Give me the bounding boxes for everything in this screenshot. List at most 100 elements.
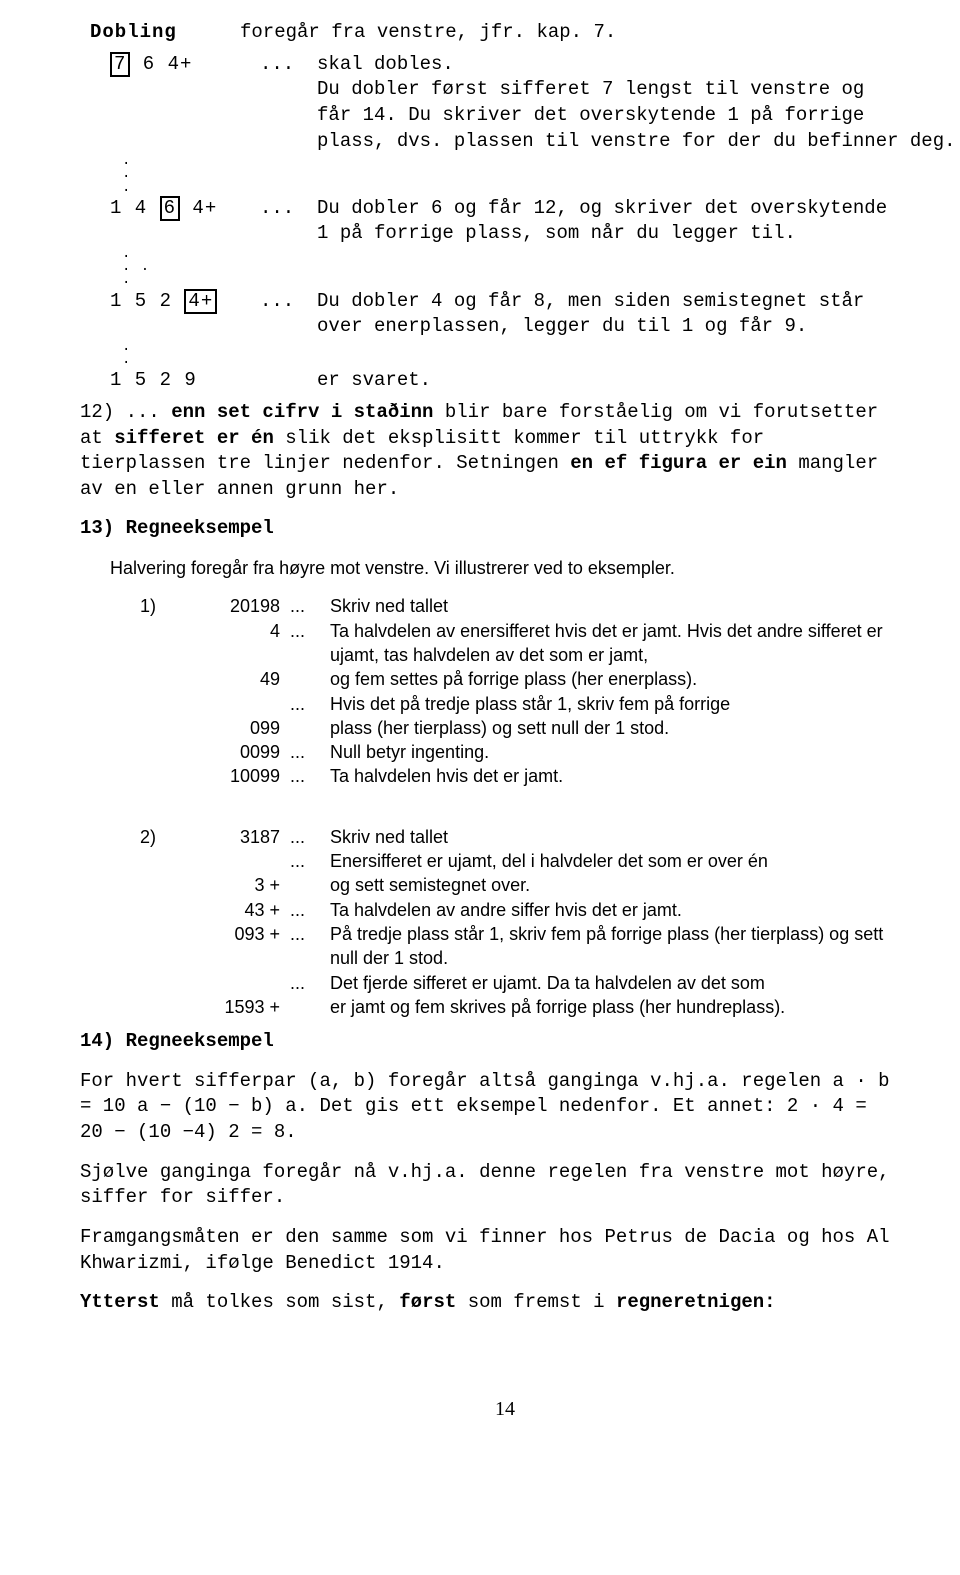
step-text: ... Du dobler 6 og får 12, og skriver de… [260, 196, 900, 247]
heading-13-text: 13) Regneeksempel [80, 517, 274, 539]
example-dots: ... [290, 825, 330, 849]
step-line: ... Du dobler 6 og får 12, og skriver de… [260, 196, 900, 222]
dobling-title: Dobling [90, 20, 240, 46]
document-page: Dobling foregår fra venstre, jfr. kap. 7… [0, 0, 960, 1463]
example-row: 10099...Ta halvdelen hvis det er jamt. [140, 764, 900, 788]
heading-14-text: 14) Regneeksempel [80, 1030, 274, 1052]
example-dots: ... [290, 849, 330, 873]
step-line: over enerplassen, legger du til 1 og får… [260, 314, 900, 340]
dobling-step: 1 5 2 4+... Du dobler 4 og får 8, men si… [90, 289, 900, 340]
carry-dot: . [90, 355, 272, 366]
example-dots: ... [290, 922, 330, 946]
carry-dot: . [90, 342, 272, 353]
dobling-step: 1 5 2 9 er svaret. [90, 368, 900, 394]
step-line: er svaret. [260, 368, 900, 394]
example-text: Hvis det på tredje plass står 1, skriv f… [330, 692, 900, 716]
example-text: På tredje plass står 1, skriv fem på for… [330, 922, 900, 971]
step-pre: 1 4 [110, 197, 160, 219]
example-number: 10099 [180, 764, 290, 788]
example-row: ...Det fjerde sifferet er ujamt. Da ta h… [140, 971, 900, 995]
example-dots: ... [290, 971, 330, 995]
example-number: 0099 [180, 740, 290, 764]
example-text: Ta halvdelen hvis det er jamt. [330, 764, 900, 788]
example-number: 3 + [180, 873, 290, 897]
step-text: ... Du dobler 4 og får 8, men siden semi… [260, 289, 900, 340]
example-number: 4 [180, 619, 290, 643]
example-row: 49og fem settes på forrige plass (her en… [140, 667, 900, 691]
dobling-text: foregår fra venstre, jfr. kap. 7. [240, 20, 900, 46]
note-12: 12) ... enn set cifrv i staðinn blir bar… [80, 400, 900, 503]
step-line: ... skal dobles. [260, 52, 956, 78]
example-idx: 1) [140, 594, 180, 618]
note-bold2: sifferet er én [114, 427, 274, 449]
dobling-header: Dobling foregår fra venstre, jfr. kap. 7… [90, 20, 900, 46]
example-number: 43 + [180, 898, 290, 922]
step-carry-row: . [90, 355, 900, 366]
step-carry-row: . [90, 156, 900, 167]
example-dots: ... [290, 619, 330, 643]
page-number: 14 [110, 1396, 900, 1423]
final-bold3: regneretnigen: [616, 1291, 776, 1313]
step-carry-row: . [90, 275, 900, 286]
dobling-step: 7 6 4+... skal dobles. Du dobler først s… [90, 52, 900, 155]
example-row: 2)3187...Skriv ned tallet [140, 825, 900, 849]
example-dots: ... [290, 692, 330, 716]
boxed-digit: 4+ [184, 289, 217, 314]
example-row: 1)20198...Skriv ned tallet [140, 594, 900, 618]
step-digits: 1 4 6 4+ [90, 196, 260, 222]
heading-13: 13) Regneeksempel [80, 516, 900, 542]
boxed-digit: 6 [160, 196, 180, 221]
example-row: 093 +...På tredje plass står 1, skriv fe… [140, 922, 900, 971]
carry-dot: . [90, 156, 272, 167]
final-mid1: må tolkes som sist, [160, 1291, 399, 1313]
carry-dot: . [90, 169, 272, 180]
step-carry-row: . [90, 169, 900, 180]
example-text: Ta halvdelen av andre siffer hvis det er… [330, 898, 900, 922]
final-bold2: først [399, 1291, 456, 1313]
step-post: 6 4+ [130, 53, 192, 75]
example-text: Skriv ned tallet [330, 825, 900, 849]
step-pre: 1 5 2 9 [110, 369, 197, 391]
step-text: ... skal dobles. Du dobler først siffere… [260, 52, 956, 155]
example-number: 20198 [180, 594, 290, 618]
carry-dot: . . [90, 262, 272, 273]
example-2: 2)3187...Skriv ned tallet...Enersifferet… [140, 825, 900, 1019]
example-1: 1)20198...Skriv ned tallet4...Ta halvdel… [140, 594, 900, 788]
example-text: plass (her tierplass) og sett null der 1… [330, 716, 900, 740]
step-carry-row: . [90, 183, 900, 194]
example-dots: ... [290, 764, 330, 788]
dobling-step: 1 4 6 4+... Du dobler 6 og får 12, og sk… [90, 196, 900, 247]
example-text: Skriv ned tallet [330, 594, 900, 618]
boxed-digit: 7 [110, 52, 130, 77]
final-line: Ytterst må tolkes som sist, først som fr… [80, 1290, 900, 1316]
step-carry-row: . [90, 342, 900, 353]
dobling-steps: 7 6 4+... skal dobles. Du dobler først s… [90, 52, 900, 394]
step-line: ... Du dobler 4 og får 8, men siden semi… [260, 289, 900, 315]
step-line: 1 på forrige plass, som når du legger ti… [260, 221, 900, 247]
example-idx: 2) [140, 825, 180, 849]
step-line: får 14. Du skriver det overskytende 1 på… [260, 103, 956, 129]
final-mid2: som fremst i [456, 1291, 616, 1313]
step-digits: 1 5 2 9 [90, 368, 260, 394]
example-dots: ... [290, 740, 330, 764]
carry-dot: . [90, 275, 272, 286]
example-number: 1593 + [180, 995, 290, 1019]
note-bold3: en ef figura er ein [570, 452, 787, 474]
example-row: 099plass (her tierplass) og sett null de… [140, 716, 900, 740]
example-text: Enersifferet er ujamt, del i halvdeler d… [330, 849, 900, 873]
step-post: 4+ [180, 197, 217, 219]
example-number: 49 [180, 667, 290, 691]
carry-dot: . [90, 249, 272, 260]
paragraph-1: For hvert sifferpar (a, b) foregår altså… [80, 1069, 900, 1146]
final-bold1: Ytterst [80, 1291, 160, 1313]
note-prefix: 12) ... [80, 401, 171, 423]
paragraph-2: Sjølve ganginga foregår nå v.hj.a. denne… [80, 1160, 900, 1211]
step-carry-row: . . [90, 262, 900, 273]
example-row: ...Hvis det på tredje plass står 1, skri… [140, 692, 900, 716]
example-text: er jamt og fem skrives på forrige plass … [330, 995, 900, 1019]
example-text: Null betyr ingenting. [330, 740, 900, 764]
step-digits: 7 6 4+ [90, 52, 260, 78]
example-row: 43 +...Ta halvdelen av andre siffer hvis… [140, 898, 900, 922]
example-row: 1593 + er jamt og fem skrives på forrige … [140, 995, 900, 1019]
example-row: 0099...Null betyr ingenting. [140, 740, 900, 764]
